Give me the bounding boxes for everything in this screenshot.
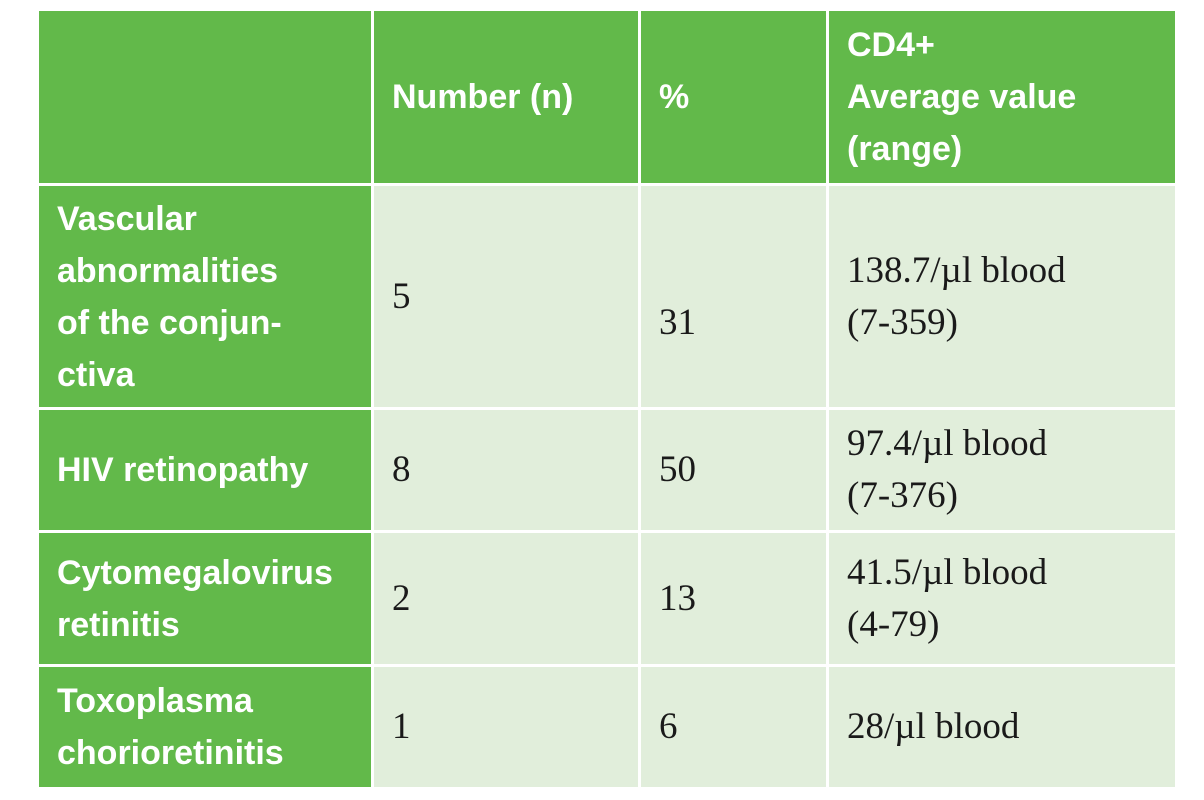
cd4-range: (7-359) (847, 301, 958, 343)
cd4-cell: 41.5/µl blood (4-79) (829, 533, 1175, 667)
cd4-value: 28/µl blood (847, 706, 1020, 747)
header-cd4: CD4+ Average value (range) (829, 11, 1175, 186)
row-label-toxoplasma: Toxoplasma chorioretinitis (39, 667, 374, 787)
number-cell: 1 (374, 667, 641, 787)
percent-cell: 50 (641, 410, 829, 533)
header-row: Number (n) % CD4+ Average value (range) (39, 11, 1175, 186)
results-table: Number (n) % CD4+ Average value (range) … (39, 11, 1175, 787)
cd4-value: 41.5/µl blood (847, 551, 1048, 593)
row-label-line: ctiva (57, 355, 135, 394)
table-row: Toxoplasma chorioretinitis 1 6 28/µl blo… (39, 667, 1175, 787)
row-label-hiv-retinopathy: HIV retinopathy (39, 410, 374, 533)
header-number: Number (n) (374, 11, 641, 186)
header-empty-cell (39, 11, 374, 186)
cd4-cell: 138.7/µl blood (7-359) (829, 186, 1175, 410)
table-row: Cytomegalovirus retinitis 2 13 41.5/µl b… (39, 533, 1175, 667)
table-row: HIV retinopathy 8 50 97.4/µl blood (7-37… (39, 410, 1175, 533)
row-label-cytomegalovirus: Cytomegalovirus retinitis (39, 533, 374, 667)
row-label-line: Vascular (57, 199, 197, 238)
cd4-value: 138.7/µl blood (847, 249, 1066, 291)
row-label-line: Toxoplasma (57, 682, 253, 720)
header-cd4-line: Average value (847, 78, 1077, 116)
header-cd4-line: (range) (847, 130, 963, 168)
table-row: Vascular abnormalities of the conjun- ct… (39, 186, 1175, 410)
number-cell: 8 (374, 410, 641, 533)
header-cd4-line: CD4+ (847, 26, 935, 64)
percent-cell: 13 (641, 533, 829, 667)
row-label-line: Cytomegalovirus (57, 553, 333, 592)
cd4-cell: 97.4/µl blood (7-376) (829, 410, 1175, 533)
row-label-line: chorioretinitis (57, 734, 284, 772)
row-label-line: abnormalities (57, 251, 279, 290)
row-label-vascular: Vascular abnormalities of the conjun- ct… (39, 186, 374, 410)
header-percent: % (641, 11, 829, 186)
percent-cell: 31 (641, 186, 829, 410)
number-cell: 2 (374, 533, 641, 667)
cd4-cell: 28/µl blood (829, 667, 1175, 787)
row-label-line: of the conjun- (57, 303, 282, 342)
cd4-range: (7-376) (847, 475, 958, 516)
cd4-range: (4-79) (847, 603, 940, 645)
percent-cell: 6 (641, 667, 829, 787)
row-label-line: retinitis (57, 605, 180, 644)
row-label-line: HIV retinopathy (57, 451, 309, 489)
cd4-value: 97.4/µl blood (847, 423, 1048, 464)
number-cell: 5 (374, 186, 641, 410)
